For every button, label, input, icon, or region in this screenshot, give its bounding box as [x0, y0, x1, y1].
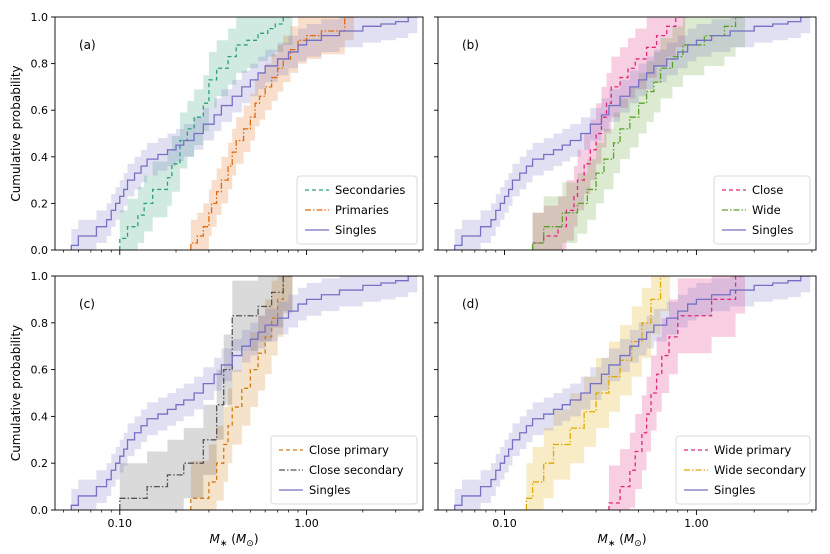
x-tick-label: 0.10: [492, 517, 517, 530]
y-tick-label: 1.0: [31, 11, 49, 24]
legend: Wide primary Wide secondary Singles: [675, 435, 811, 505]
plot-area: [454, 17, 811, 250]
x-tick-label: 1.00: [294, 517, 319, 530]
legend: Close Wide Singles: [713, 175, 811, 245]
panel-label: (c): [79, 297, 95, 311]
series-line-singles: [70, 276, 418, 510]
legend-entry: Singles: [714, 483, 755, 497]
y-tick-label: 0.4: [31, 151, 49, 164]
axes-frame: [54, 275, 424, 511]
legend-entry: Wide: [752, 203, 781, 217]
panel-a: 0.0 0.2 0.4 0.6 0.8 1.0 (a) Cumulative probabil…: [9, 11, 424, 257]
axes-frame: [54, 16, 424, 251]
series-line-close-primary: [190, 276, 293, 510]
plot-area: [70, 276, 418, 510]
series-line-singles: [70, 17, 418, 250]
legend-entry: Secondaries: [335, 183, 405, 197]
y-tick-label: 0.8: [31, 317, 49, 330]
legend-box: [713, 175, 811, 245]
series-line-singles: [454, 17, 811, 250]
panel-c: 0.0 0.2 0.4 0.6 0.8 1.0 0.10 1.00 (c) Cumulative …: [9, 270, 424, 549]
axes-frame: [437, 16, 817, 251]
legend: Secondaries Primaries Singles: [296, 175, 418, 245]
legend-entry: Wide secondary: [714, 463, 806, 477]
y-tick-label: 0.6: [31, 104, 49, 117]
legend-entry: Close primary: [309, 443, 389, 457]
panel-label: (d): [462, 297, 479, 311]
band-secondaries: [119, 17, 293, 250]
series-line-singles: [454, 276, 811, 510]
y-tick-label: 0.6: [31, 364, 49, 377]
legend-entry: Singles: [752, 223, 793, 237]
series-line-close: [531, 17, 686, 250]
y-axis-label: Cumulative probability: [9, 65, 23, 201]
band-wide-primary: [608, 276, 746, 510]
y-tick-label: 0.2: [31, 197, 49, 210]
panel-label: (b): [462, 38, 479, 52]
y-tick-label: 0.2: [31, 457, 49, 470]
legend-box: [270, 435, 418, 505]
legend-entry: Primaries: [335, 203, 389, 217]
legend-entry: Close: [752, 183, 783, 197]
series-line-close-secondary: [119, 276, 293, 510]
legend: Close primary Close secondary Singles: [270, 435, 418, 505]
x-tick-label: 0.10: [108, 517, 133, 530]
panel-d: 0.10 1.00 (d) M∗ (M⊙) Wide primary Wide secon…: [434, 275, 817, 549]
legend-entry: Singles: [335, 223, 376, 237]
plot-area: [454, 276, 811, 510]
series-line-wide-secondary: [525, 276, 670, 510]
panel-label: (a): [79, 38, 96, 52]
legend-box: [296, 175, 418, 245]
x-axis-label: M∗ (M⊙): [210, 532, 259, 549]
panel-b: (b) Close Wide Singles: [434, 16, 817, 255]
legend-entry: Close secondary: [309, 463, 404, 477]
band-wide: [532, 17, 746, 250]
y-tick-label: 0.4: [31, 410, 49, 423]
series-line-wide-primary: [608, 276, 746, 510]
y-tick-label: 0.0: [31, 504, 49, 517]
legend-box: [675, 435, 811, 505]
plot-area: [70, 17, 418, 250]
legend-entry: Singles: [309, 483, 350, 497]
x-tick-label: 1.00: [684, 517, 709, 530]
series-line-secondaries: [119, 17, 293, 250]
y-tick-label: 0.0: [31, 244, 49, 257]
x-axis-label: M∗ (M⊙): [598, 532, 647, 549]
y-tick-label: 1.0: [31, 270, 49, 283]
axes-frame: [437, 275, 817, 511]
band-close-secondary: [119, 276, 293, 510]
legend-entry: Wide primary: [714, 443, 792, 457]
y-tick-label: 0.8: [31, 58, 49, 71]
y-axis-label: Cumulative probability: [9, 325, 23, 461]
series-line-wide: [531, 17, 746, 250]
